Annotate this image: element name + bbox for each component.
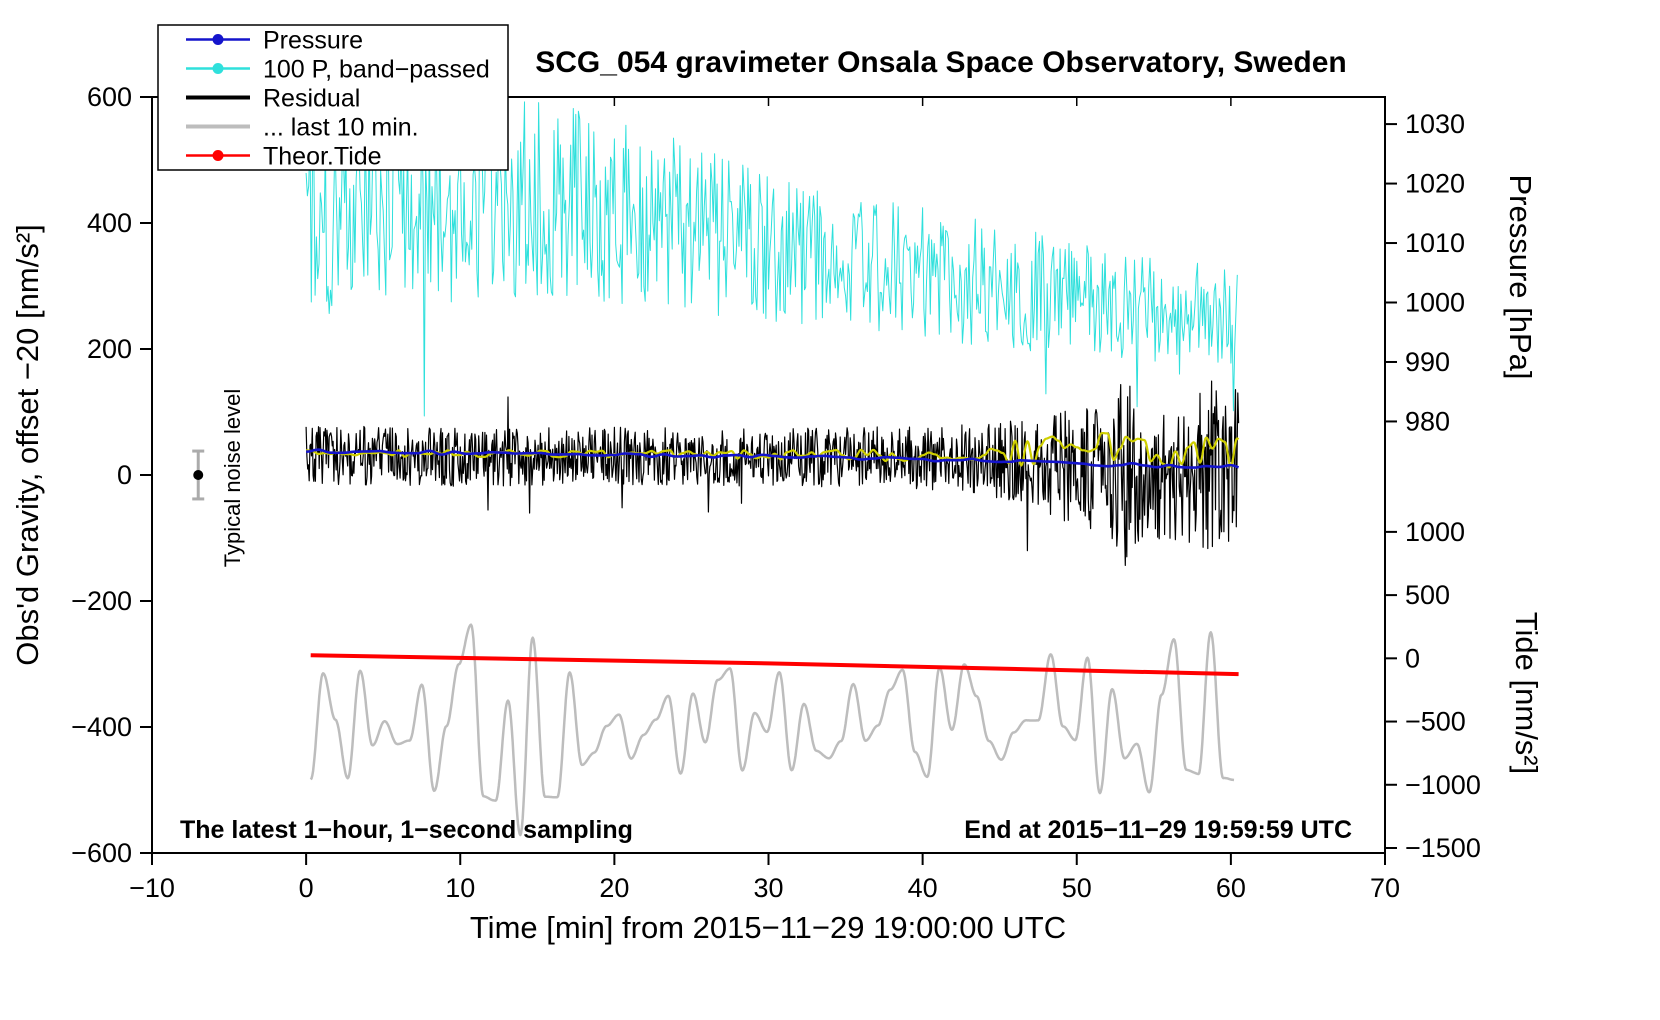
left-y-axis-label: Obs'd Gravity, offset −20 [nm/s²]: [10, 224, 45, 666]
pressure-tick-label: 990: [1405, 347, 1450, 377]
end-time-note: End at 2015−11−29 19:59:59 UTC: [964, 816, 1352, 844]
series-residual: [305, 380, 1240, 566]
y-tick-label: 200: [87, 334, 132, 364]
y-tick-label: 400: [87, 208, 132, 238]
legend-label-theor-tide: Theor.Tide: [263, 143, 382, 171]
legend-item-last-10-min: ... last 10 min.: [186, 114, 419, 142]
x-tick-label: 30: [753, 873, 783, 903]
legend-item-band-passed: 100 P, band−passed: [186, 56, 490, 84]
tide-tick-label: 0: [1405, 643, 1420, 673]
tide-tick-label: 500: [1405, 580, 1450, 610]
noise-level-marker: [192, 449, 205, 501]
pressure-tick-label: 1020: [1405, 169, 1465, 199]
tide-tick-label: −1500: [1405, 833, 1481, 863]
series-residual-last-10-min: [309, 623, 1235, 837]
x-tick-label: 0: [299, 873, 314, 903]
pressure-tick-label: 1030: [1405, 109, 1465, 139]
tide-axis-label: Tide [nm/s²]: [1509, 612, 1544, 775]
pressure-tick-label: 980: [1405, 406, 1450, 436]
legend-label-last-10-min: ... last 10 min.: [263, 114, 419, 142]
noise-level-dot: [193, 470, 204, 480]
series-theoretical-tide: [310, 653, 1239, 677]
series-pressure: [305, 448, 1240, 469]
sampling-note: The latest 1−hour, 1−second sampling: [180, 816, 633, 844]
chart-title: SCG_054 gravimeter Onsala Space Observat…: [535, 46, 1347, 79]
pressure-tick-label: 1010: [1405, 228, 1465, 258]
legend: Pressure 100 P, band−passed Residual ...…: [157, 24, 509, 171]
x-tick-label: −10: [129, 873, 175, 903]
legend-item-residual: Residual: [186, 85, 360, 113]
tide-tick-label: 1000: [1405, 517, 1465, 547]
pressure-dot-marker: [212, 34, 224, 45]
x-tick-label: 10: [445, 873, 475, 903]
x-tick-label: 60: [1216, 873, 1246, 903]
legend-label-pressure: Pressure: [263, 27, 363, 55]
tide-tick-label: −500: [1405, 707, 1466, 737]
y-tick-label: −600: [71, 838, 132, 868]
legend-item-theor-tide: Theor.Tide: [186, 143, 382, 171]
series-layer: [305, 101, 1240, 837]
x-tick-label: 40: [908, 873, 938, 903]
y-tick-label: −400: [71, 712, 132, 742]
axes-frame: −10 0 10 20 30 40 50 60 70−600−400−2000200400600…: [71, 82, 1481, 903]
x-tick-label: 20: [599, 873, 629, 903]
x-tick-label: 50: [1062, 873, 1092, 903]
legend-label-band-passed: 100 P, band−passed: [263, 56, 490, 84]
y-tick-label: 0: [117, 460, 132, 490]
legend-label-residual: Residual: [263, 85, 360, 113]
x-tick-label: 70: [1370, 873, 1400, 903]
theor-tide-dot-marker: [212, 150, 224, 161]
legend-item-pressure: Pressure: [186, 27, 363, 55]
pressure-axis-label: Pressure [hPa]: [1503, 174, 1538, 379]
series-band-passed-pressure: [305, 101, 1238, 417]
tide-tick-label: −1000: [1405, 770, 1481, 800]
x-axis-label: Time [min] from 2015−11−29 19:00:00 UTC: [470, 910, 1066, 945]
pressure-tick-label: 1000: [1405, 288, 1465, 318]
y-tick-label: −200: [71, 586, 132, 616]
y-tick-label: 600: [87, 82, 132, 112]
band-passed-dot-marker: [212, 63, 224, 74]
noise-level-annotation: Typical noise level: [220, 389, 245, 568]
